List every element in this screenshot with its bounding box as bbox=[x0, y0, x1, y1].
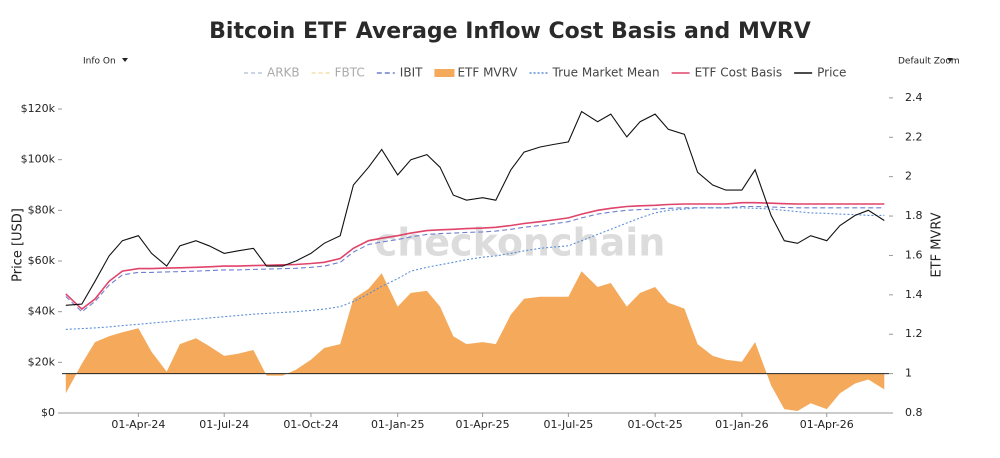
info-toggle[interactable]: Info On bbox=[83, 57, 116, 67]
zoom-select[interactable]: Default Zoom bbox=[898, 57, 960, 67]
legend: ARKB FBTC IBIT ETF MVRV True Market Mean ETF … bbox=[244, 66, 846, 80]
y2-tick-label: 1.4 bbox=[905, 288, 923, 301]
x-tick-label: 01-Jul-25 bbox=[543, 418, 593, 431]
y2-tick-label: 2.4 bbox=[905, 91, 923, 104]
watermark: checkonchain bbox=[375, 221, 666, 265]
x-tick-label: 01-Jan-26 bbox=[715, 418, 769, 431]
y-tick-label: $60k bbox=[28, 254, 56, 267]
y-tick-label: $0 bbox=[41, 406, 55, 419]
legend-label[interactable]: FBTC bbox=[335, 66, 365, 80]
y2-tick-label: 1.2 bbox=[905, 327, 923, 340]
y-tick-label: $100k bbox=[21, 153, 56, 166]
legend-label[interactable]: ETF Cost Basis bbox=[695, 66, 783, 80]
y-tick-label: $80k bbox=[28, 203, 56, 216]
y2-tick-label: 1.8 bbox=[905, 209, 923, 222]
series-line bbox=[65, 205, 885, 313]
x-tick-label: 01-Apr-26 bbox=[800, 418, 854, 431]
x-tick-label: 01-Apr-24 bbox=[111, 418, 165, 431]
x-tick-label: 01-Jul-24 bbox=[199, 418, 249, 431]
y-tick-label: $120k bbox=[21, 102, 56, 115]
series-line bbox=[65, 207, 885, 330]
mvrv-area bbox=[65, 271, 885, 411]
x-tick-label: 01-Apr-25 bbox=[456, 418, 510, 431]
y2-tick-label: 1.6 bbox=[905, 248, 923, 261]
legend-label[interactable]: Price bbox=[817, 66, 846, 80]
chart-title: Bitcoin ETF Average Inflow Cost Basis an… bbox=[209, 19, 811, 44]
x-tick-label: 01-Oct-24 bbox=[283, 418, 338, 431]
legend-label[interactable]: ARKB bbox=[267, 66, 300, 80]
series-line bbox=[65, 201, 885, 311]
y-tick-label: $20k bbox=[28, 355, 56, 368]
x-tick-label: 01-Jan-25 bbox=[371, 418, 425, 431]
y2-tick-label: 2 bbox=[905, 170, 912, 183]
y2-tick-label: 2.2 bbox=[905, 130, 923, 143]
x-tick-label: 01-Oct-25 bbox=[628, 418, 683, 431]
y-axis-title: Price [USD] bbox=[11, 208, 26, 282]
y2-tick-label: 0.8 bbox=[905, 406, 923, 419]
legend-label[interactable]: True Market Mean bbox=[552, 66, 660, 80]
y2-axis-title: ETF MVRV bbox=[930, 212, 945, 277]
dropdown-arrow bbox=[947, 58, 953, 62]
legend-label[interactable]: ETF MVRV bbox=[457, 66, 518, 80]
y-tick-label: $40k bbox=[28, 305, 56, 318]
legend-swatch bbox=[434, 69, 455, 77]
dropdown-arrow bbox=[122, 58, 128, 62]
legend-label[interactable]: IBIT bbox=[400, 66, 423, 80]
series-line bbox=[65, 110, 885, 306]
y2-tick-label: 1 bbox=[905, 367, 912, 380]
